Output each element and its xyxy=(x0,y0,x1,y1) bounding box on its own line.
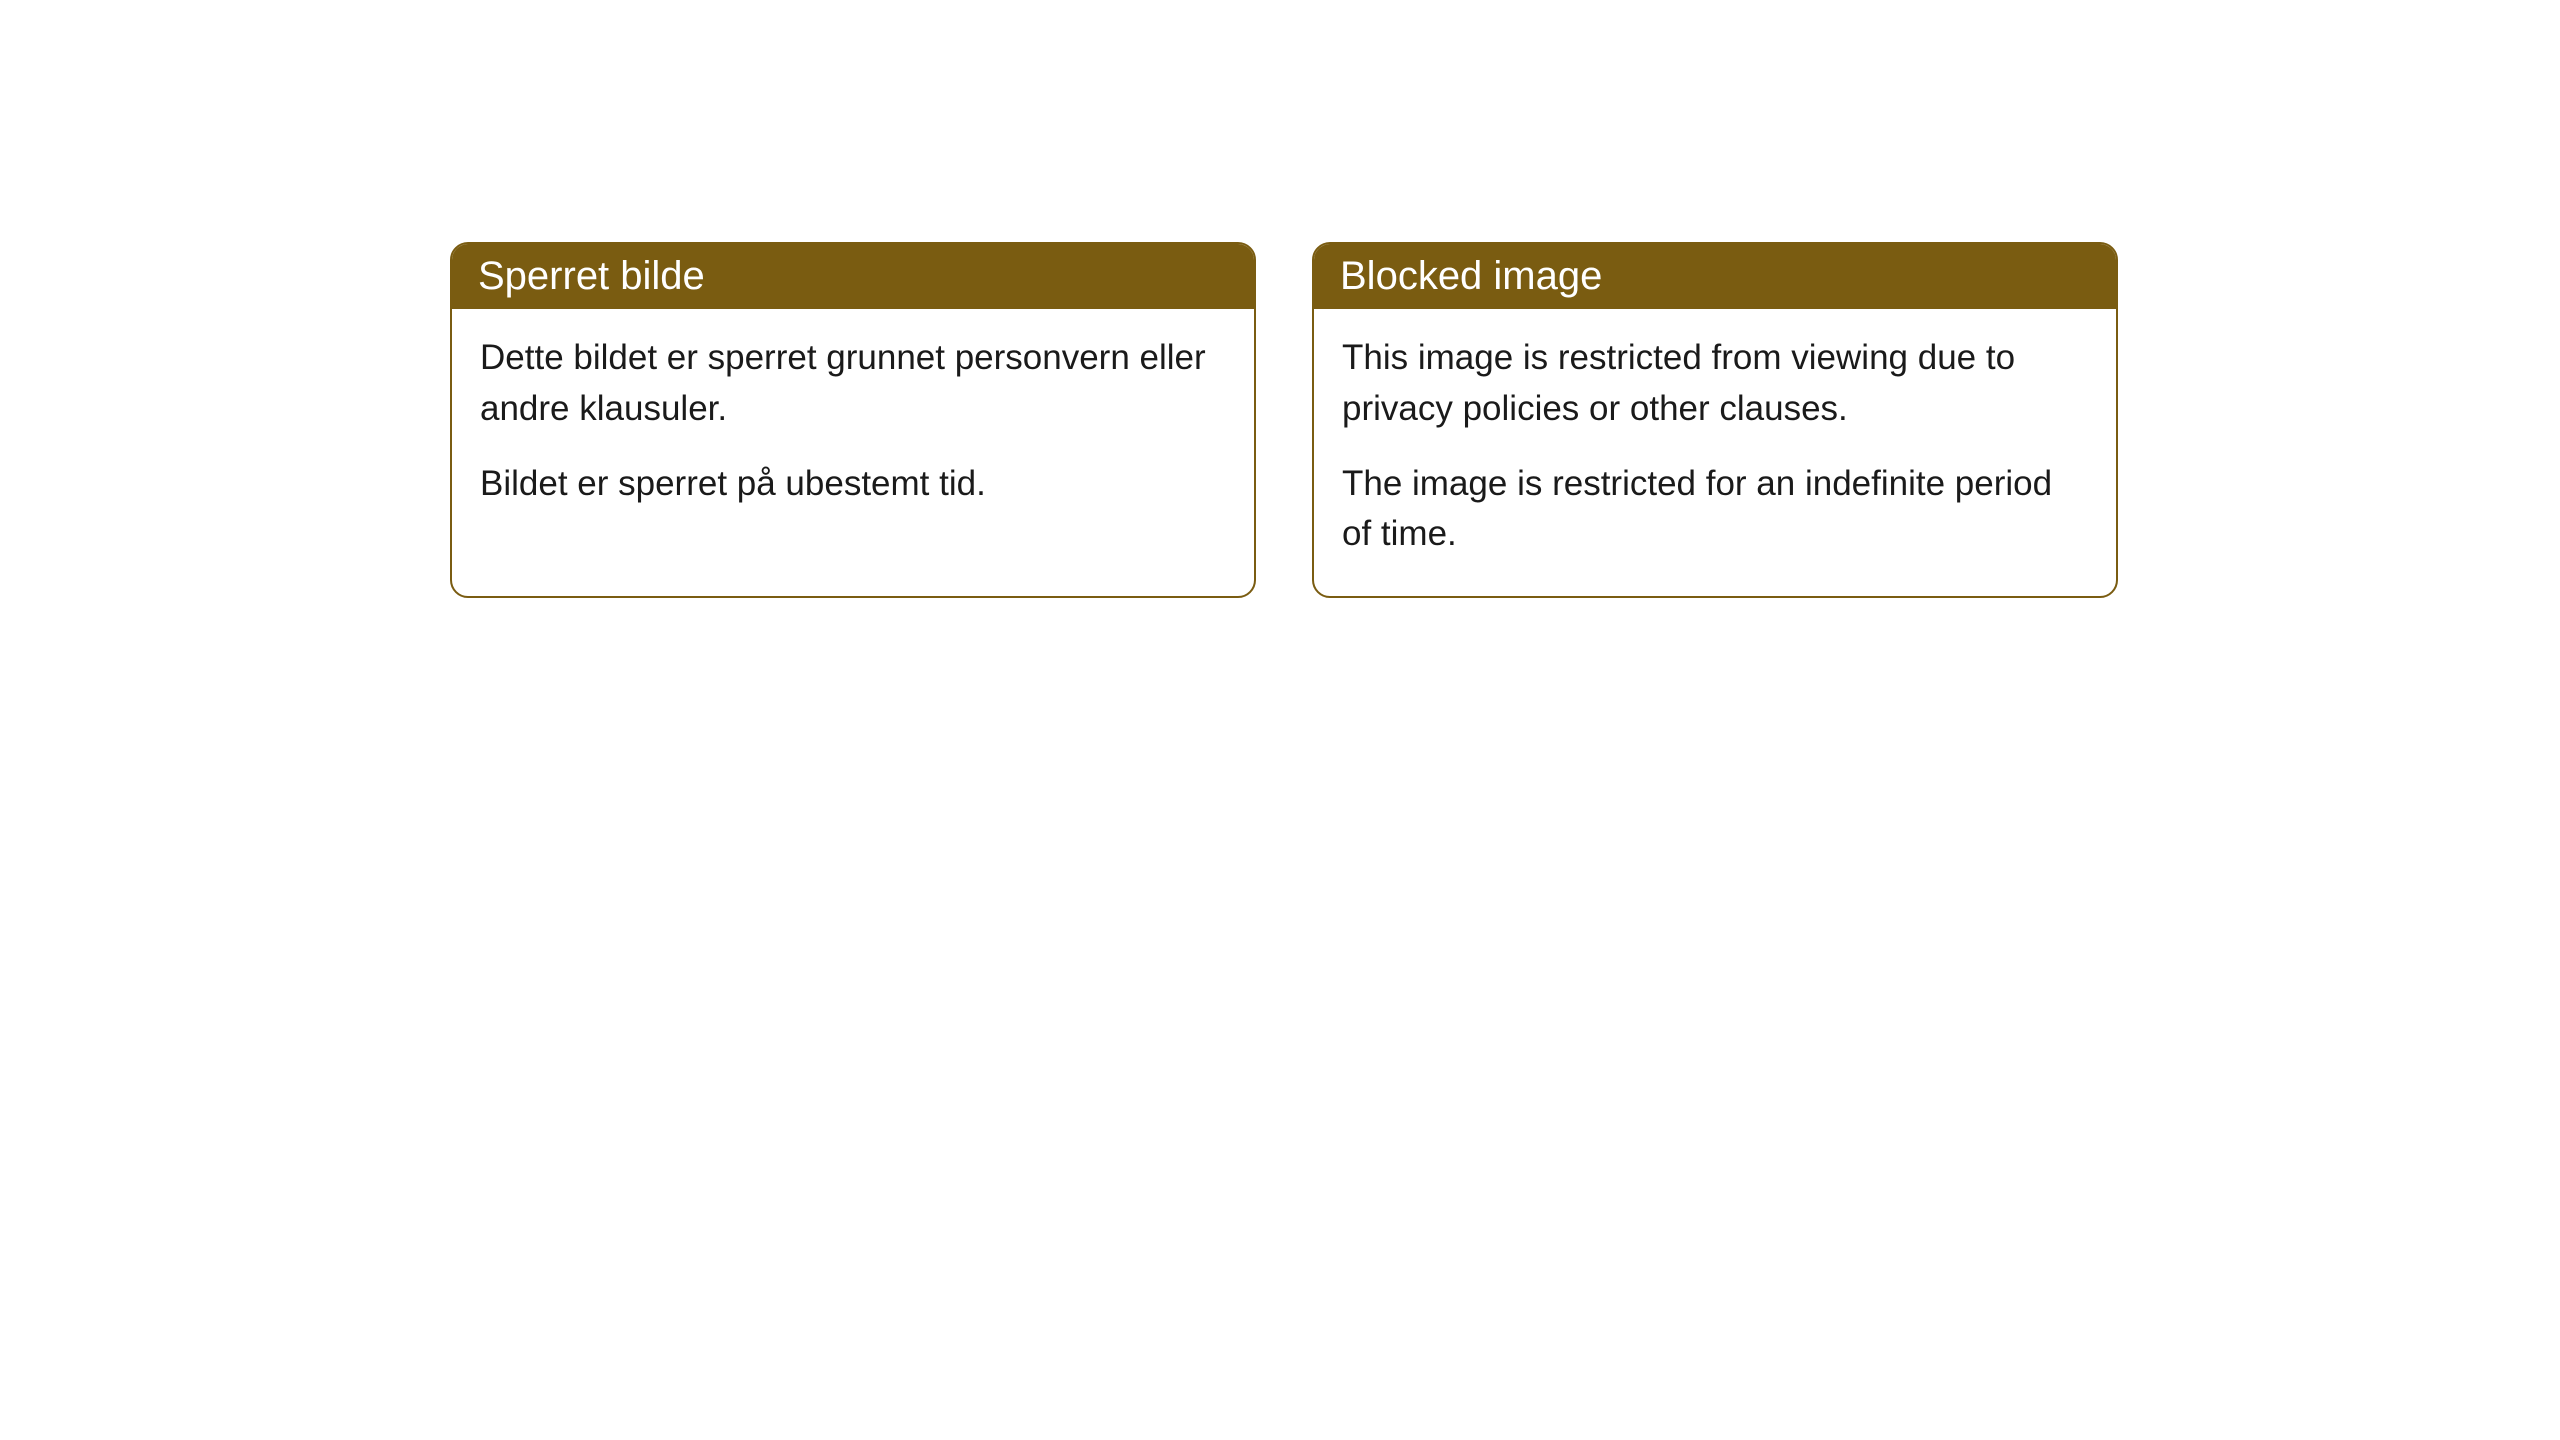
card-title: Blocked image xyxy=(1340,254,1602,298)
blocked-image-card-norwegian: Sperret bilde Dette bildet er sperret gr… xyxy=(450,242,1256,598)
notice-cards-container: Sperret bilde Dette bildet er sperret gr… xyxy=(450,242,2118,598)
card-header: Sperret bilde xyxy=(452,244,1254,309)
card-paragraph-2: Bildet er sperret på ubestemt tid. xyxy=(480,459,1226,510)
card-paragraph-2: The image is restricted for an indefinit… xyxy=(1342,459,2088,561)
card-body: Dette bildet er sperret grunnet personve… xyxy=(452,309,1254,545)
card-header: Blocked image xyxy=(1314,244,2116,309)
blocked-image-card-english: Blocked image This image is restricted f… xyxy=(1312,242,2118,598)
card-title: Sperret bilde xyxy=(478,254,705,298)
card-paragraph-1: This image is restricted from viewing du… xyxy=(1342,333,2088,435)
card-body: This image is restricted from viewing du… xyxy=(1314,309,2116,596)
card-paragraph-1: Dette bildet er sperret grunnet personve… xyxy=(480,333,1226,435)
